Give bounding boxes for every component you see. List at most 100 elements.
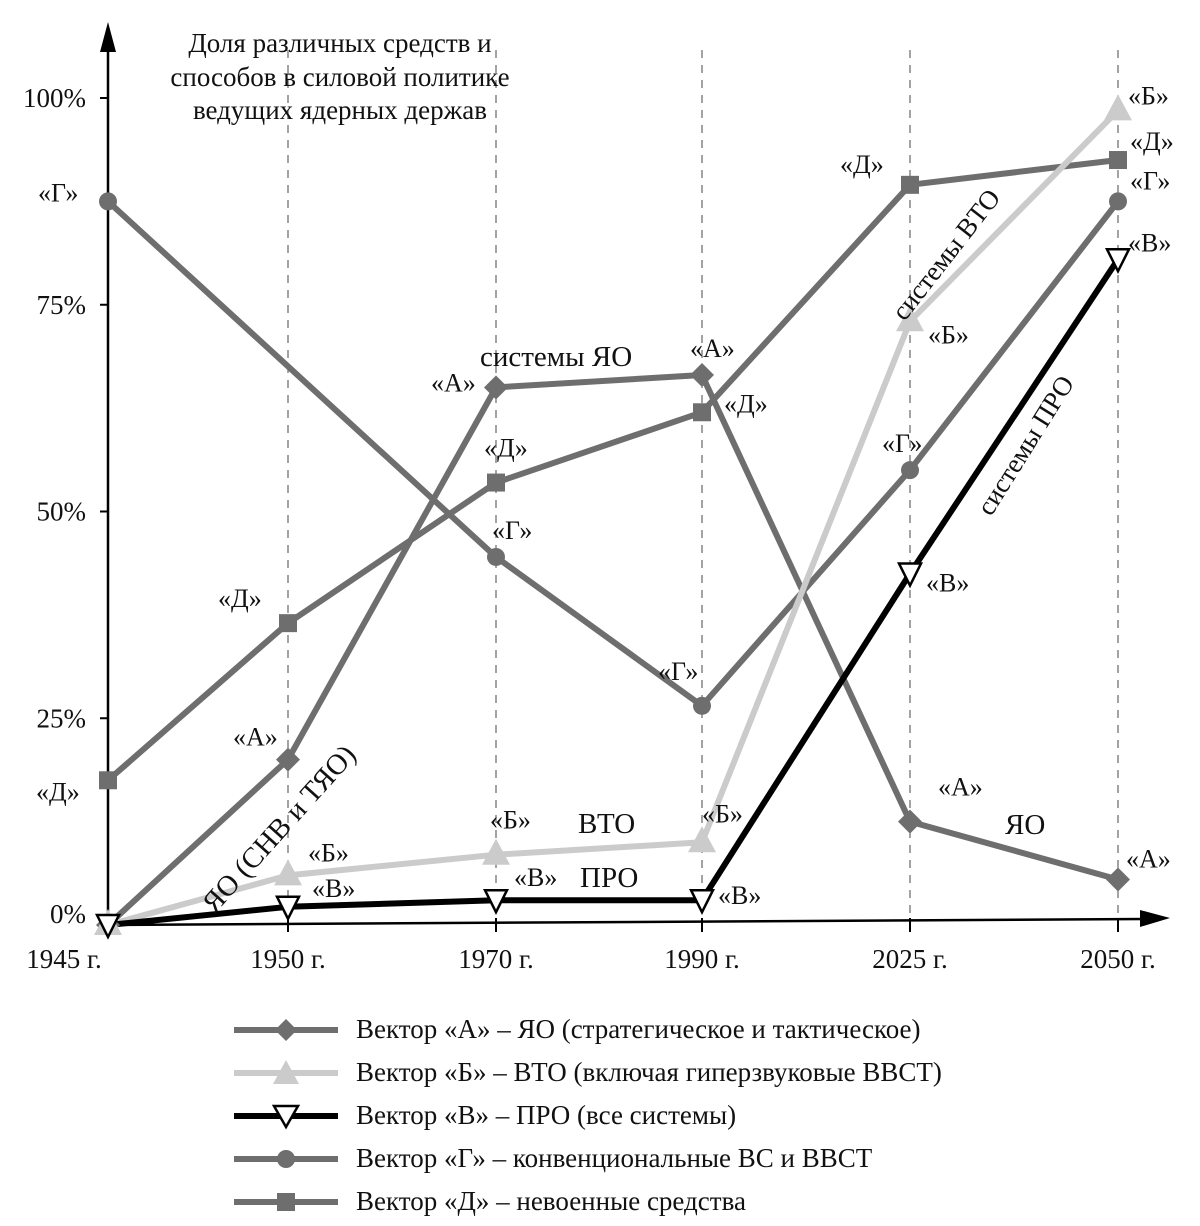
point-label-g: «Г» [492, 516, 532, 545]
data-point-d [279, 614, 297, 633]
legend-label-g: Вектор «Г» – конвенциональные ВС и ВВСТ [356, 1143, 873, 1173]
circle-icon [277, 1149, 295, 1168]
series-line-a [105, 372, 1121, 928]
data-point-g [901, 461, 919, 480]
data-point-g [99, 192, 117, 211]
point-label-b: «Б» [490, 806, 531, 835]
annotation-label: ПРО [580, 862, 638, 894]
point-label-a: «А» [690, 334, 735, 363]
data-point-d [99, 771, 117, 790]
point-label-a: «А» [938, 773, 983, 802]
chart-title-line: Доля различных средств и [188, 28, 491, 58]
point-label-b: «Б» [308, 838, 349, 867]
point-label-a: «А» [233, 723, 278, 752]
x-tick-label: 2050 г. [1080, 944, 1156, 974]
point-label-b: «Б» [702, 799, 743, 828]
legend-item-a: Вектор «А» – ЯО (стратегическое и тактич… [232, 1008, 1192, 1051]
data-point-d [901, 175, 919, 194]
series-markers [94, 94, 1132, 940]
point-label-v: «В» [1128, 228, 1171, 257]
data-point-v [274, 895, 302, 922]
chart-title-line: способов в силовой политике [170, 62, 509, 92]
x-axis-line [107, 917, 1146, 927]
x-tick-label: 1950 г. [250, 944, 326, 974]
legend-label-d: Вектор «Д» – невоенные средства [356, 1186, 746, 1216]
point-label-a: «А» [431, 368, 476, 397]
legend: Вектор «А» – ЯО (стратегическое и тактич… [232, 1008, 1192, 1223]
legend-swatch-g [234, 1149, 338, 1168]
y-axis-arrow [100, 22, 116, 52]
annotation-label: системы ПРО [971, 370, 1080, 520]
line-chart: Доля различных средств и способов в силов… [23, 22, 1174, 974]
point-label-d: «Д» [1130, 127, 1174, 156]
series-line-b [105, 107, 1121, 928]
point-label-g: «Г» [38, 178, 78, 207]
data-point-a [690, 363, 714, 388]
data-point-v [1104, 248, 1132, 275]
legend-item-g: Вектор «Г» – конвенциональные ВС и ВВСТ [232, 1137, 1192, 1180]
data-point-d [487, 473, 505, 492]
point-label-d: «Д» [724, 389, 768, 418]
point-label-v: «В» [514, 863, 557, 892]
x-tick-label: 1990 г. [664, 944, 740, 974]
y-tick-label: 25% [37, 703, 87, 733]
point-label-b: «Б» [1128, 81, 1169, 110]
y-tick-label: 75% [37, 290, 87, 320]
data-point-g [487, 547, 505, 566]
annotation-label: ЯО [1005, 809, 1045, 841]
diamond-icon [275, 1018, 297, 1041]
point-label-g: «Г» [658, 657, 698, 686]
triangle-down-icon [271, 1104, 301, 1130]
data-point-g [693, 696, 711, 715]
chart-title: Доля различных средств и способов в силов… [170, 28, 509, 125]
data-point-b [896, 305, 924, 332]
point-label-v: «В» [312, 874, 355, 903]
series-line-v [105, 256, 1121, 928]
data-point-d [1109, 151, 1127, 170]
data-point-a [484, 375, 508, 400]
legend-label-v: Вектор «В» – ПРО (все системы) [356, 1100, 737, 1130]
point-label-g: «Г» [1130, 166, 1170, 195]
series-line-g [105, 198, 1121, 709]
data-point-v [896, 562, 924, 589]
data-point-a [898, 809, 922, 834]
legend-item-v: Вектор «В» – ПРО (все системы) [232, 1094, 1192, 1137]
point-label-b: «Б» [928, 320, 969, 349]
data-point-b [482, 838, 510, 865]
point-label-d: «Д» [840, 150, 884, 179]
series-line-d [105, 157, 1121, 784]
point-label-d: «Д» [36, 777, 80, 806]
data-point-a [276, 747, 300, 772]
annotation-label: ВТО [578, 808, 635, 840]
y-tick-label: 50% [37, 497, 87, 527]
data-point-g [1109, 192, 1127, 211]
y-tick-label: 100% [23, 83, 86, 113]
legend-item-d: Вектор «Д» – невоенные средства [232, 1180, 1192, 1223]
data-point-b [688, 826, 716, 853]
legend-swatch-d [234, 1192, 338, 1211]
data-point-v [688, 888, 716, 915]
data-point-b [274, 859, 302, 886]
legend-label-b: Вектор «Б» – ВТО (включая гиперзвуковые … [356, 1057, 942, 1087]
annotation-label: системы ЯО [480, 341, 632, 373]
x-tick-label: 1945 г. [26, 944, 102, 974]
tick-labels: 0% 25% 50% 75% 100% 1945 г. 1950 г. 1970 г. 1990… [23, 83, 1156, 974]
legend-swatch-b [234, 1059, 338, 1084]
data-point-d [693, 403, 711, 422]
point-labels: «А» «А» «А» «А» «А» «Б» «Б» «Б» «Б» «Б» «В» «В» «В» «… [36, 81, 1174, 910]
point-label-a: «А» [1126, 845, 1171, 874]
point-label-d: «Д» [484, 434, 528, 463]
point-label-g: «Г» [882, 429, 922, 458]
legend-swatch-a [234, 1018, 338, 1041]
legend-swatch-v [234, 1104, 338, 1130]
legend-item-b: Вектор «Б» – ВТО (включая гиперзвуковые … [232, 1051, 1192, 1094]
chart-title-line: ведущих ядерных держав [193, 95, 487, 125]
square-icon [277, 1192, 295, 1211]
y-tick-label: 0% [50, 899, 86, 929]
point-label-v: «В» [718, 881, 761, 910]
point-label-d: «Д» [218, 584, 262, 613]
data-point-b [1104, 94, 1132, 121]
data-point-a [1106, 867, 1130, 892]
triangle-up-icon [273, 1059, 299, 1084]
